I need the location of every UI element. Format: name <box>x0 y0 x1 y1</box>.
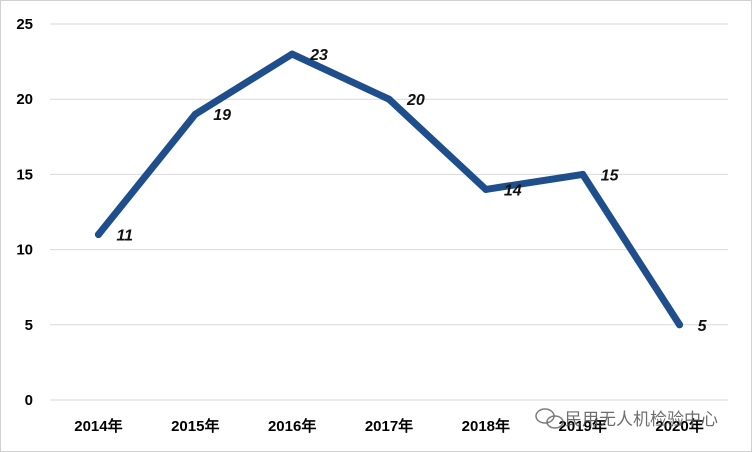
data-label: 14 <box>504 182 522 199</box>
data-point <box>288 50 296 58</box>
data-point <box>579 170 587 178</box>
y-axis-ticks: 0 5 10 15 20 25 <box>16 16 33 409</box>
data-label: 15 <box>601 167 620 184</box>
watermark-text: 民用无人机检验中心 <box>565 410 718 429</box>
series-layer <box>94 50 684 329</box>
data-labels: 11 19 23 20 14 15 5 <box>116 47 707 335</box>
watermark: 民用无人机检验中心 <box>535 408 718 429</box>
y-tick-label: 0 <box>25 392 33 409</box>
series-line <box>94 50 684 329</box>
data-point <box>191 110 199 118</box>
data-label: 5 <box>698 318 708 335</box>
x-tick-label: 2019年 <box>559 417 607 435</box>
x-axis-ticks: 2014年 2015年 2016年 2017年 2018年 2019年 2020年 <box>74 417 704 435</box>
data-label: 11 <box>116 228 133 245</box>
x-tick-label: 2015年 <box>171 417 219 435</box>
gridlines <box>50 23 728 401</box>
data-label: 19 <box>213 107 231 124</box>
x-tick-label: 2016年 <box>268 417 316 435</box>
y-tick-label: 25 <box>16 16 33 33</box>
data-label: 23 <box>309 47 328 64</box>
y-tick-label: 10 <box>16 242 33 259</box>
data-point <box>94 231 102 239</box>
y-tick-label: 5 <box>25 317 33 334</box>
x-tick-label: 2018年 <box>462 417 510 435</box>
x-tick-label: 2017年 <box>365 417 413 435</box>
wechat-icon <box>535 408 564 429</box>
x-tick-label: 2020年 <box>655 417 703 435</box>
data-point <box>676 321 684 329</box>
data-label: 20 <box>406 92 425 109</box>
y-tick-label: 20 <box>16 91 33 108</box>
y-tick-label: 15 <box>16 166 33 183</box>
data-point <box>482 185 490 193</box>
x-tick-label: 2014年 <box>74 417 122 435</box>
data-point <box>385 95 393 103</box>
